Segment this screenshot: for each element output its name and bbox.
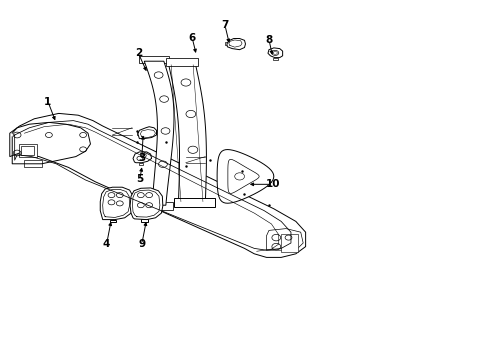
Polygon shape xyxy=(217,149,273,203)
Polygon shape xyxy=(281,234,298,252)
Polygon shape xyxy=(266,178,271,182)
Polygon shape xyxy=(166,58,198,66)
Polygon shape xyxy=(141,219,148,222)
Polygon shape xyxy=(100,187,133,220)
Polygon shape xyxy=(109,220,116,222)
Polygon shape xyxy=(168,65,206,202)
Text: 8: 8 xyxy=(265,35,272,45)
Polygon shape xyxy=(10,113,305,257)
Polygon shape xyxy=(173,198,215,207)
Text: 9: 9 xyxy=(138,239,145,249)
Text: 1: 1 xyxy=(44,96,51,107)
Polygon shape xyxy=(19,144,37,157)
Text: 10: 10 xyxy=(265,179,280,189)
Polygon shape xyxy=(266,174,272,177)
Polygon shape xyxy=(267,48,282,58)
Text: 7: 7 xyxy=(221,20,228,30)
Text: 4: 4 xyxy=(102,239,110,249)
Polygon shape xyxy=(226,39,245,50)
Polygon shape xyxy=(139,56,168,63)
Polygon shape xyxy=(20,146,34,155)
Polygon shape xyxy=(144,61,174,205)
Polygon shape xyxy=(227,159,259,193)
Text: 6: 6 xyxy=(188,33,195,43)
Polygon shape xyxy=(272,58,277,60)
Polygon shape xyxy=(133,152,151,163)
Polygon shape xyxy=(130,188,163,220)
Polygon shape xyxy=(24,160,41,167)
Polygon shape xyxy=(139,163,142,165)
Polygon shape xyxy=(138,127,156,139)
Polygon shape xyxy=(144,202,173,210)
Text: 5: 5 xyxy=(136,174,143,184)
Polygon shape xyxy=(137,132,139,135)
Polygon shape xyxy=(224,42,227,45)
Polygon shape xyxy=(266,229,303,250)
Text: 3: 3 xyxy=(138,153,145,163)
Text: 2: 2 xyxy=(135,48,142,58)
